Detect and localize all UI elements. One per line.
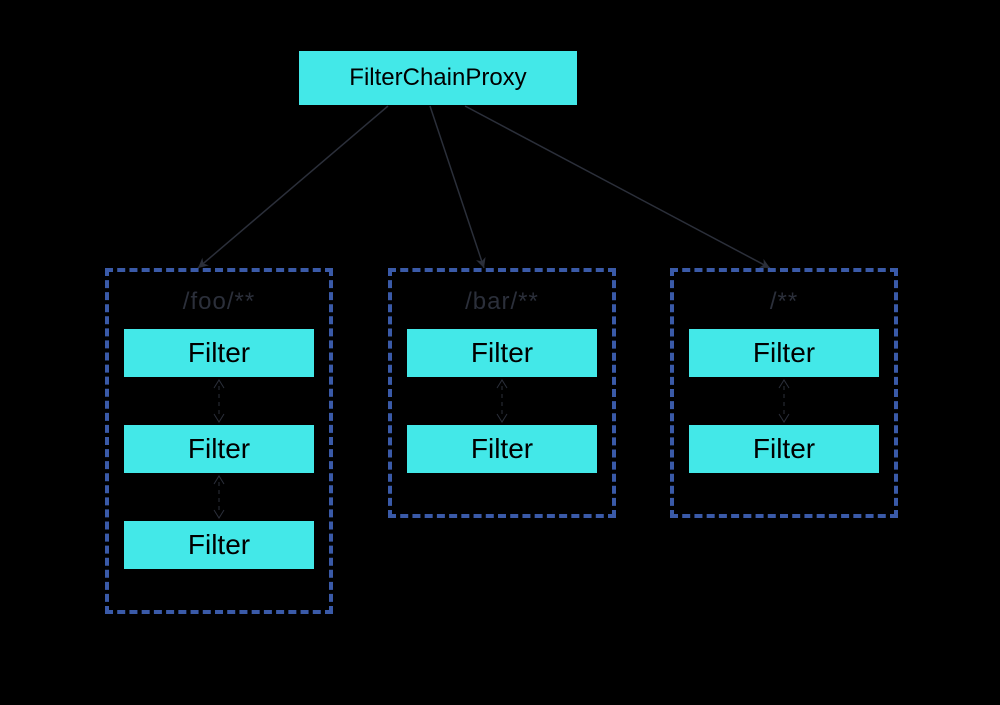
filter-box: Filter (123, 520, 315, 570)
proxy-box: FilterChainProxy (298, 50, 578, 106)
chain-title: /bar/** (406, 288, 598, 316)
filter-box: Filter (123, 424, 315, 474)
proxy-label: FilterChainProxy (349, 64, 526, 92)
filter-label: Filter (471, 337, 533, 369)
chain-title: /foo/** (123, 288, 315, 316)
filter-label: Filter (753, 433, 815, 465)
proxy-to-chain-arrow (430, 106, 484, 268)
filter-box: Filter (688, 328, 880, 378)
filter-label: Filter (188, 433, 250, 465)
filter-label: Filter (471, 433, 533, 465)
filter-label: Filter (188, 337, 250, 369)
filter-box: Filter (406, 328, 598, 378)
filter-box: Filter (123, 328, 315, 378)
filter-chain: /bar/** Filter Filter (388, 268, 616, 518)
filter-label: Filter (753, 337, 815, 369)
filter-box: Filter (688, 424, 880, 474)
filter-box: Filter (406, 424, 598, 474)
filter-label: Filter (188, 529, 250, 561)
proxy-to-chain-arrow (198, 106, 388, 268)
proxy-to-chain-arrow (465, 106, 770, 268)
filter-chain: /** Filter Filter (670, 268, 898, 518)
chain-title: /** (688, 288, 880, 316)
filter-chain: /foo/** Filter Filter Filter (105, 268, 333, 614)
